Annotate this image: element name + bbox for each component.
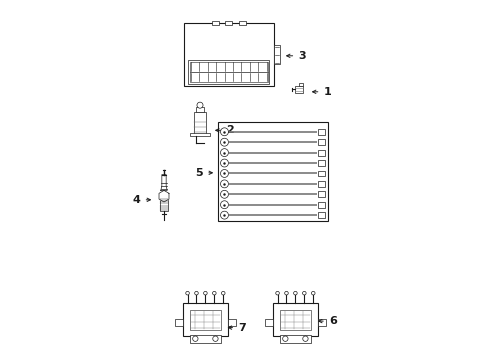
Bar bbox=[160, 197, 168, 211]
Circle shape bbox=[197, 102, 203, 108]
Circle shape bbox=[213, 336, 218, 341]
Text: 1: 1 bbox=[323, 87, 331, 97]
Bar bbox=[218, 122, 328, 221]
Circle shape bbox=[221, 291, 225, 295]
Bar bbox=[212, 21, 219, 25]
Circle shape bbox=[285, 291, 288, 295]
Bar bbox=[190, 62, 268, 72]
Bar bbox=[318, 212, 324, 218]
Bar bbox=[194, 112, 206, 134]
Bar bbox=[188, 59, 270, 84]
Bar bbox=[318, 181, 324, 187]
Bar bbox=[190, 133, 210, 136]
Circle shape bbox=[294, 291, 297, 295]
Bar bbox=[190, 310, 221, 330]
Bar bbox=[225, 21, 232, 25]
Bar bbox=[318, 129, 324, 135]
Bar bbox=[318, 160, 324, 166]
Bar bbox=[299, 83, 303, 86]
Bar bbox=[228, 319, 236, 326]
Text: 3: 3 bbox=[298, 51, 306, 61]
Circle shape bbox=[220, 180, 228, 188]
Bar bbox=[280, 310, 311, 330]
Circle shape bbox=[204, 291, 207, 295]
Bar bbox=[183, 302, 228, 336]
Circle shape bbox=[220, 170, 228, 177]
Bar bbox=[190, 72, 268, 82]
Polygon shape bbox=[161, 175, 167, 190]
Bar bbox=[184, 23, 274, 86]
Text: 6: 6 bbox=[329, 316, 337, 326]
Circle shape bbox=[220, 211, 228, 219]
Circle shape bbox=[276, 291, 279, 295]
Bar bbox=[190, 335, 221, 343]
Bar bbox=[265, 319, 273, 326]
Circle shape bbox=[220, 201, 228, 209]
Bar bbox=[318, 139, 324, 145]
Bar bbox=[274, 45, 280, 64]
Circle shape bbox=[220, 138, 228, 146]
Circle shape bbox=[283, 336, 288, 341]
Bar bbox=[318, 192, 324, 197]
Circle shape bbox=[220, 159, 228, 167]
Circle shape bbox=[195, 291, 198, 295]
Circle shape bbox=[312, 291, 315, 295]
Circle shape bbox=[220, 190, 228, 198]
Bar bbox=[318, 171, 324, 176]
Bar bbox=[295, 86, 303, 93]
Circle shape bbox=[186, 291, 189, 295]
Bar bbox=[175, 319, 183, 326]
Circle shape bbox=[213, 291, 216, 295]
Text: 7: 7 bbox=[238, 323, 246, 333]
Circle shape bbox=[220, 128, 228, 136]
Text: 2: 2 bbox=[226, 125, 234, 135]
Circle shape bbox=[193, 336, 198, 341]
Circle shape bbox=[220, 149, 228, 157]
Polygon shape bbox=[159, 190, 169, 202]
Circle shape bbox=[302, 291, 306, 295]
Text: 4: 4 bbox=[133, 195, 141, 205]
Bar bbox=[318, 319, 325, 326]
Bar bbox=[318, 202, 324, 208]
Bar bbox=[239, 21, 246, 25]
Bar bbox=[196, 107, 204, 112]
Bar bbox=[273, 302, 318, 336]
Bar bbox=[280, 335, 311, 343]
Text: 5: 5 bbox=[196, 168, 203, 178]
Bar bbox=[318, 150, 324, 156]
Circle shape bbox=[303, 336, 308, 341]
